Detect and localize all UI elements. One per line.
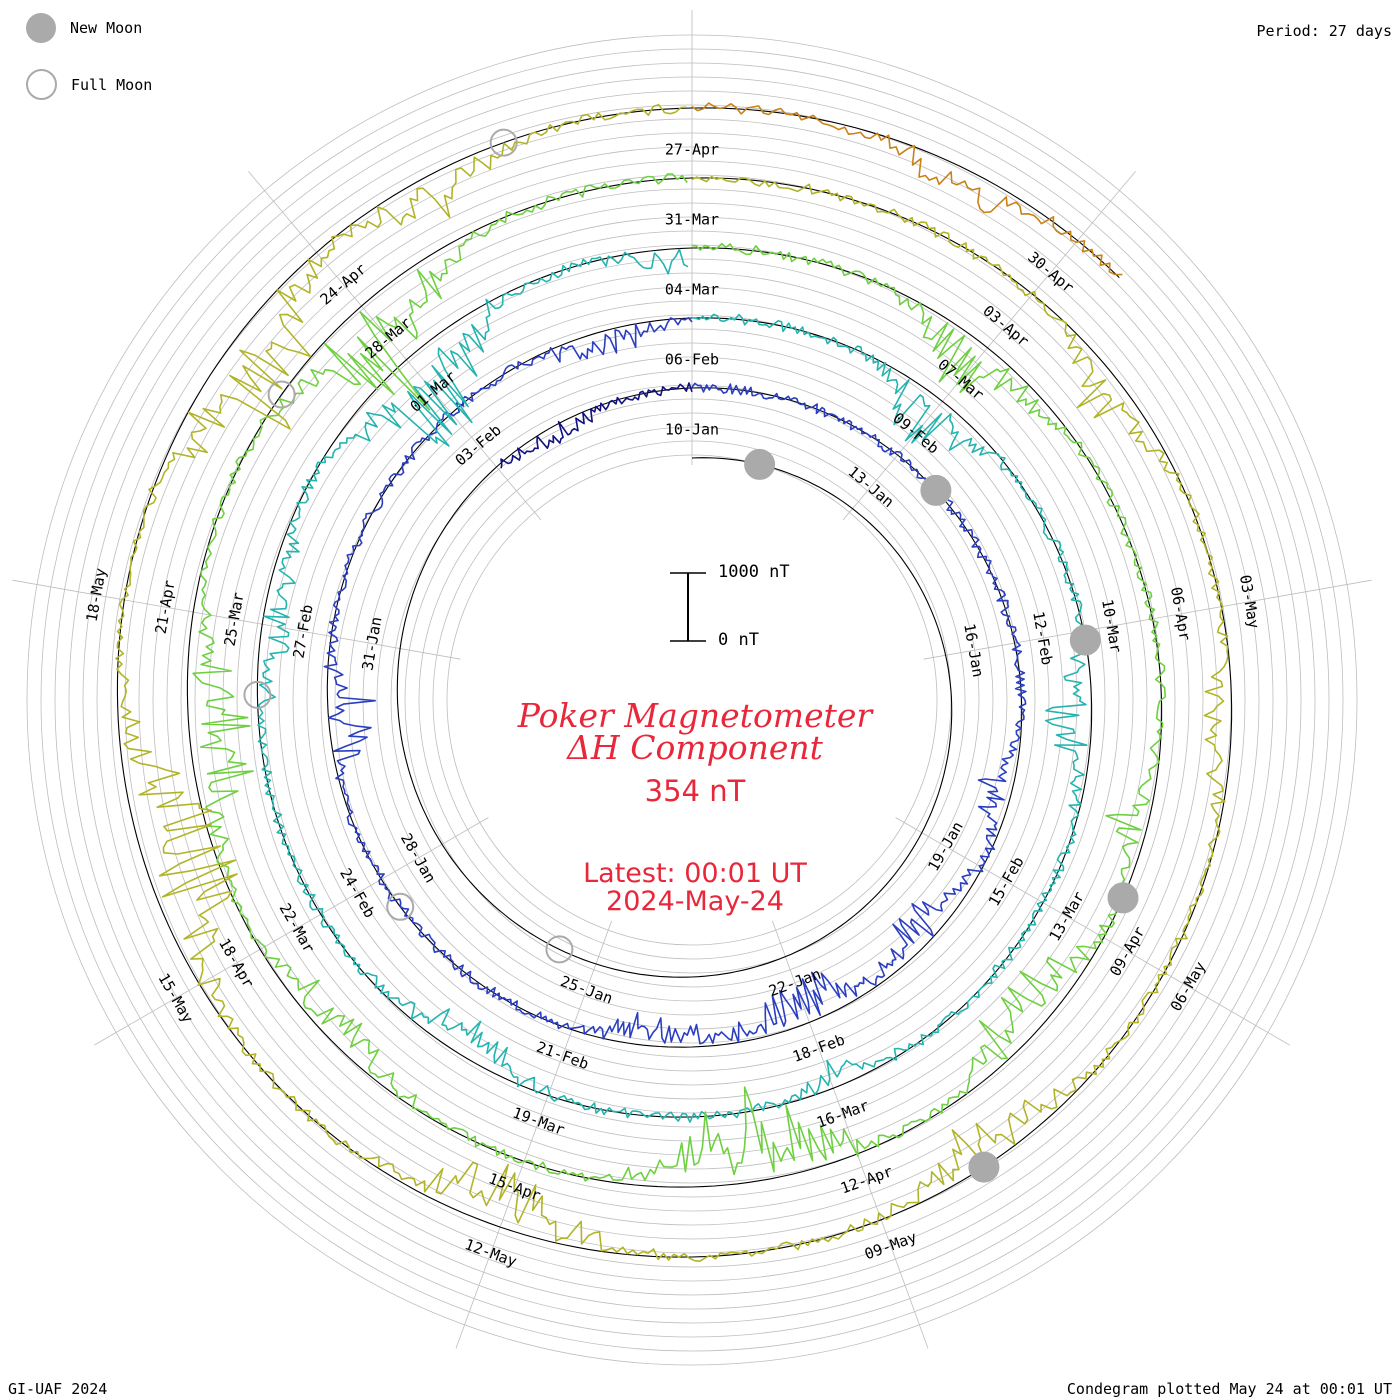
tick-label: 06-Feb	[665, 351, 719, 369]
full-moon-marker	[243, 680, 272, 709]
latest-time: Latest: 00:01 UT	[583, 858, 807, 889]
full-moon-marker	[267, 380, 296, 409]
new-moon-marker	[968, 1151, 1000, 1183]
period-label: Period: 27 days	[1256, 22, 1392, 40]
latest-date: 2024-May-24	[606, 886, 784, 917]
tick-label: 30-Apr	[1024, 248, 1077, 297]
new-moon-marker	[920, 474, 952, 506]
tick-label: 09-Feb	[889, 409, 942, 458]
tick-label: 09-May	[862, 1228, 919, 1263]
chart-title: Poker Magnetometer	[517, 696, 873, 735]
tick-label: 06-May	[1167, 958, 1210, 1014]
series-line-2024-02-06	[323, 316, 1027, 1045]
tick-label: 19-Mar	[510, 1104, 567, 1139]
scale-top-label: 1000 nT	[718, 562, 790, 582]
moon-markers	[243, 128, 1139, 1183]
new-moon-label: New Moon	[70, 19, 143, 37]
tick-label: 25-Mar	[221, 591, 248, 647]
tick-label: 31-Mar	[665, 211, 719, 229]
tick-label: 27-Feb	[289, 603, 316, 659]
series-line-2024-05-24	[691, 102, 1123, 276]
new-moon-icon	[26, 13, 56, 43]
grid-spoke	[248, 171, 542, 521]
tick-label: 10-Mar	[1098, 598, 1125, 654]
grid-spoke	[923, 579, 1372, 660]
tick-label: 10-Jan	[665, 421, 719, 439]
tick-label: 03-Apr	[979, 302, 1032, 351]
series-line-2024-01-10	[500, 382, 693, 469]
tick-label: 31-Jan	[358, 615, 385, 671]
tick-label: 18-May	[83, 567, 110, 623]
new-moon-marker	[744, 448, 776, 480]
reference-spiral	[116, 107, 1233, 1258]
footer-plot-time: Condegram plotted May 24 at 00:01 UT	[1066, 1380, 1392, 1398]
data-series	[115, 102, 1229, 1262]
tick-label: 18-Feb	[790, 1031, 847, 1066]
series-line-2024-03-04	[257, 248, 1088, 1123]
tick-label: 25-Jan	[558, 972, 615, 1007]
tick-label: 27-Apr	[665, 141, 719, 159]
tick-label: 12-May	[462, 1235, 519, 1270]
tick-label: 04-Mar	[665, 281, 719, 299]
scale-bottom-label: 0 nT	[718, 630, 759, 650]
series-line-2024-04-27	[115, 104, 1229, 1262]
legend-full-moon: Full Moon	[26, 69, 152, 100]
tick-label: 16-Mar	[814, 1096, 871, 1131]
new-moon-marker	[1107, 882, 1139, 914]
full-moon-icon	[26, 69, 57, 100]
tick-label: 21-Feb	[534, 1038, 591, 1073]
tick-label: 06-Apr	[1167, 586, 1194, 642]
full-moon-marker	[489, 128, 518, 157]
full-moon-label: Full Moon	[71, 75, 153, 94]
grid-spoke	[895, 817, 1290, 1046]
radial-grid	[12, 10, 1372, 1366]
full-moon-marker	[545, 935, 574, 964]
tick-label: 24-Apr	[317, 260, 370, 309]
tick-label: 09-Apr	[1106, 923, 1149, 979]
full-moon-marker	[386, 892, 415, 921]
reference-spiral-line	[116, 107, 1233, 1258]
tick-label: 21-Apr	[152, 579, 179, 635]
tick-label: 03-May	[1236, 573, 1263, 629]
tick-label: 12-Apr	[838, 1162, 895, 1197]
grid-spoke	[12, 579, 461, 660]
chart-subtitle: ΔH Component	[567, 728, 823, 767]
tick-label: 13-Jan	[844, 463, 897, 512]
grid-spoke	[455, 920, 613, 1349]
scale-bar	[670, 572, 706, 642]
new-moon-marker	[1069, 624, 1101, 656]
footer-credit: GI-UAF 2024	[8, 1380, 108, 1398]
grid-spoke	[94, 817, 489, 1046]
tick-label: 12-Feb	[1029, 610, 1056, 666]
grid-spoke	[842, 171, 1136, 521]
tick-label: 16-Jan	[960, 622, 987, 678]
legend-new-moon: New Moon	[26, 13, 142, 43]
current-value: 354 nT	[644, 774, 746, 808]
tick-label: 03-Feb	[452, 421, 505, 470]
series-line-2024-03-31	[192, 173, 1167, 1182]
